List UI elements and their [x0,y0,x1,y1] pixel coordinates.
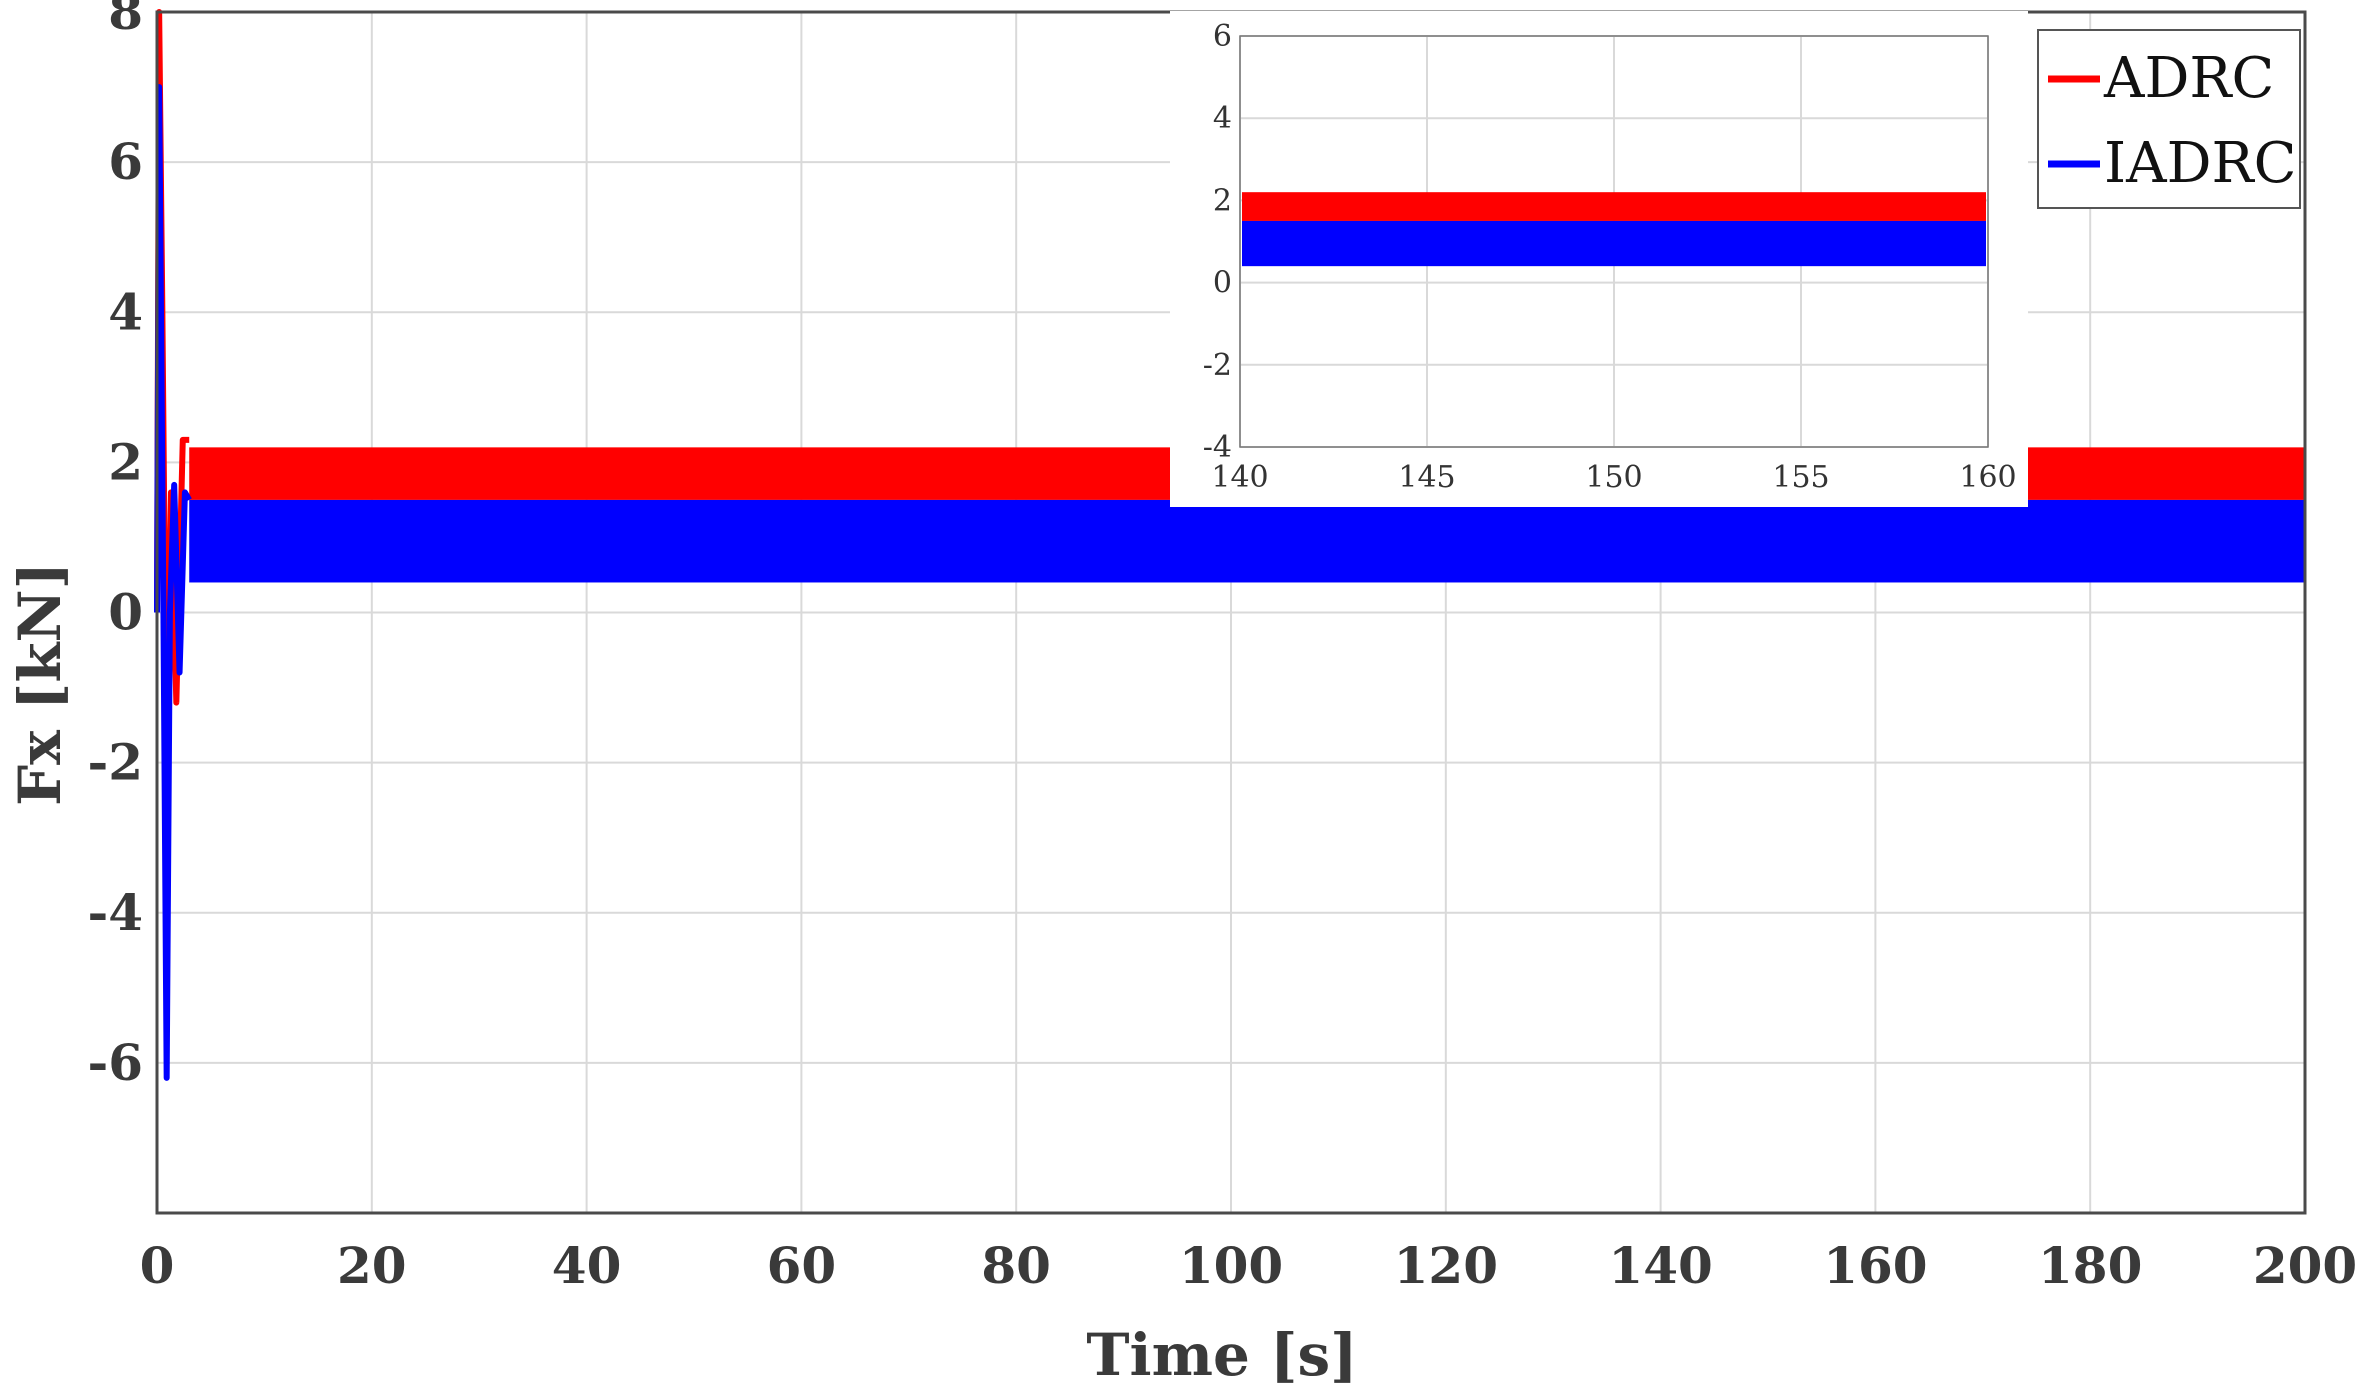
inset-x-tick-label: 155 [1772,460,1829,495]
x-tick-label: 140 [1608,1236,1712,1295]
x-tick-label: 200 [2253,1236,2355,1295]
x-tick-label: 180 [2038,1236,2142,1295]
x-tick-label: 120 [1394,1236,1498,1295]
x-tick-label: 80 [981,1236,1051,1295]
y-axis-title: Fx [kN] [6,562,74,806]
inset-y-tick-label: 4 [1213,101,1232,136]
inset-chart: 140 145 150 155 160 -4 -2 0 2 4 6 [1170,11,2028,507]
inset-y-tick-label: -2 [1203,348,1232,383]
legend: ADRC IADRC [2037,29,2301,209]
x-tick-label: 0 [140,1236,175,1295]
legend-label-0: ADRC [2103,46,2274,111]
legend-box [2037,29,2301,209]
x-tick-label: 60 [767,1236,837,1295]
inset-series-band-1 [1242,220,1986,267]
inset-series-band-0 [1242,192,1986,221]
y-tick-label: 0 [108,583,143,642]
y-tick-label: -2 [87,733,143,792]
inset-frame [1239,35,1989,448]
x-axis-title: Time [s] [1086,1321,1357,1389]
x-tick-label: 100 [1179,1236,1283,1295]
y-tick-label: 8 [108,0,143,41]
y-tick-label: -4 [87,883,143,942]
inset-y-tick-label: -4 [1203,430,1232,465]
y-tick-label: -6 [87,1033,143,1092]
inset-y-tick-label: 6 [1213,19,1232,54]
y-tick-label: 2 [108,432,143,491]
inset-y-tick-label: 2 [1213,183,1232,218]
series-transient-1 [154,84,192,1081]
legend-label-1: IADRC [2104,131,2296,196]
inset-x-tick-label: 160 [1959,460,2016,495]
inset-x-tick-label: 140 [1211,460,1268,495]
series-band-1 [189,499,2306,583]
y-tick-label: 6 [108,132,143,191]
inset-x-tick-label: 145 [1398,460,1455,495]
x-tick-label: 160 [1823,1236,1927,1295]
x-tick-label: 20 [337,1236,407,1295]
x-tick-label: 40 [552,1236,622,1295]
inset-x-tick-label: 150 [1585,460,1642,495]
y-tick-label: 4 [108,282,143,341]
inset-y-tick-label: 0 [1213,266,1232,301]
